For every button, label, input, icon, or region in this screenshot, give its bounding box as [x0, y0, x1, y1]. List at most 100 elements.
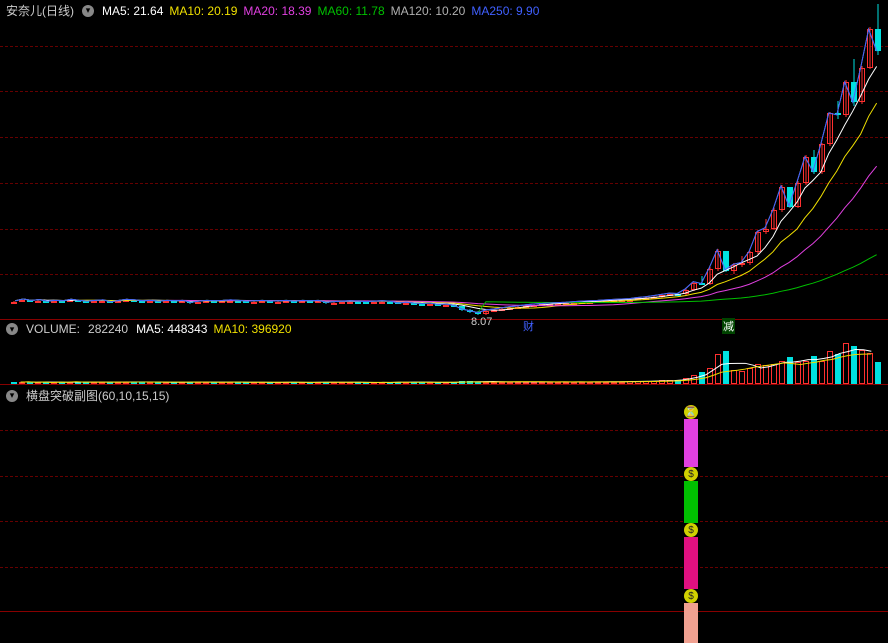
volume-bar[interactable] — [75, 382, 81, 384]
candle[interactable] — [163, 0, 169, 320]
candle[interactable] — [747, 0, 753, 320]
volume-bar[interactable] — [803, 361, 809, 385]
volume-bar[interactable] — [307, 382, 313, 384]
indicator-chart-area[interactable]: ⏳$$$ — [0, 385, 888, 611]
candle[interactable] — [211, 0, 217, 320]
volume-bar[interactable] — [195, 382, 201, 384]
candle[interactable] — [867, 0, 873, 320]
candle[interactable] — [779, 0, 785, 320]
volume-bar[interactable] — [363, 382, 369, 384]
candle[interactable] — [691, 0, 697, 320]
candle[interactable] — [731, 0, 737, 320]
candle[interactable] — [555, 0, 561, 320]
candle[interactable] — [179, 0, 185, 320]
volume-bar[interactable] — [43, 382, 49, 384]
candle[interactable] — [579, 0, 585, 320]
volume-bar[interactable] — [555, 382, 561, 384]
volume-bar[interactable] — [755, 364, 761, 384]
volume-bar[interactable] — [675, 380, 681, 384]
volume-bar[interactable] — [259, 382, 265, 384]
volume-bar[interactable] — [859, 350, 865, 384]
volume-bar[interactable] — [331, 382, 337, 384]
candle[interactable] — [19, 0, 25, 320]
chevron-down-icon[interactable]: ▾ — [82, 5, 94, 17]
candle[interactable] — [147, 0, 153, 320]
volume-bar[interactable] — [435, 382, 441, 384]
volume-bar[interactable] — [267, 382, 273, 384]
candle[interactable] — [35, 0, 41, 320]
candle[interactable] — [299, 0, 305, 320]
volume-bar[interactable] — [403, 382, 409, 384]
candle[interactable] — [571, 0, 577, 320]
candle[interactable] — [467, 0, 473, 320]
candle[interactable] — [563, 0, 569, 320]
candle[interactable] — [379, 0, 385, 320]
candle[interactable] — [203, 0, 209, 320]
volume-bar[interactable] — [107, 382, 113, 384]
volume-bar[interactable] — [339, 382, 345, 384]
volume-bar[interactable] — [731, 370, 737, 384]
volume-bar[interactable] — [323, 382, 329, 384]
volume-bar[interactable] — [123, 382, 129, 384]
volume-bar[interactable] — [139, 382, 145, 384]
volume-bar[interactable] — [627, 381, 633, 384]
volume-bar[interactable] — [619, 382, 625, 384]
candle[interactable] — [355, 0, 361, 320]
candle[interactable] — [99, 0, 105, 320]
volume-bar[interactable] — [771, 364, 777, 384]
indicator-panel[interactable]: ⏳$$$ ▾ 横盘突破副图(60,10,15,15) — [0, 385, 888, 612]
volume-bar[interactable] — [251, 382, 257, 384]
volume-bar[interactable] — [499, 382, 505, 384]
volume-bar[interactable] — [99, 382, 105, 384]
volume-bar[interactable] — [491, 382, 497, 384]
candle[interactable] — [507, 0, 513, 320]
volume-bar[interactable] — [83, 382, 89, 384]
volume-bar[interactable] — [59, 382, 65, 384]
volume-bar[interactable] — [763, 365, 769, 384]
candle[interactable] — [235, 0, 241, 320]
volume-bar[interactable] — [219, 382, 225, 384]
volume-bar[interactable] — [723, 351, 729, 384]
candle[interactable] — [171, 0, 177, 320]
volume-bar[interactable] — [683, 378, 689, 384]
candle[interactable] — [227, 0, 233, 320]
volume-bar[interactable] — [91, 382, 97, 384]
candle[interactable] — [123, 0, 129, 320]
volume-bar[interactable] — [611, 382, 617, 385]
candle[interactable] — [675, 0, 681, 320]
candle[interactable] — [43, 0, 49, 320]
candle[interactable] — [827, 0, 833, 320]
candle[interactable] — [451, 0, 457, 320]
candle[interactable] — [435, 0, 441, 320]
volume-bar[interactable] — [27, 382, 33, 384]
volume-bar[interactable] — [115, 382, 121, 384]
candle[interactable] — [75, 0, 81, 320]
candle[interactable] — [491, 0, 497, 320]
volume-bar[interactable] — [835, 354, 841, 384]
candle[interactable] — [275, 0, 281, 320]
candle[interactable] — [667, 0, 673, 320]
volume-bar[interactable] — [187, 382, 193, 384]
candle[interactable] — [91, 0, 97, 320]
volume-bar[interactable] — [483, 382, 489, 384]
volume-bar[interactable] — [459, 381, 465, 384]
volume-bar[interactable] — [587, 382, 593, 384]
volume-bar[interactable] — [779, 361, 785, 385]
candle[interactable] — [291, 0, 297, 320]
candle[interactable] — [283, 0, 289, 320]
candle[interactable] — [307, 0, 313, 320]
volume-bar[interactable] — [387, 382, 393, 384]
candle[interactable] — [643, 0, 649, 320]
candle[interactable] — [635, 0, 641, 320]
candle[interactable] — [107, 0, 113, 320]
volume-bar[interactable] — [283, 382, 289, 384]
candle[interactable] — [707, 0, 713, 320]
volume-bar[interactable] — [427, 382, 433, 384]
candle[interactable] — [427, 0, 433, 320]
volume-bar[interactable] — [147, 382, 153, 384]
candle[interactable] — [347, 0, 353, 320]
candle[interactable] — [419, 0, 425, 320]
volume-bar[interactable] — [379, 382, 385, 384]
candle[interactable] — [67, 0, 73, 320]
volume-bar[interactable] — [19, 382, 25, 384]
